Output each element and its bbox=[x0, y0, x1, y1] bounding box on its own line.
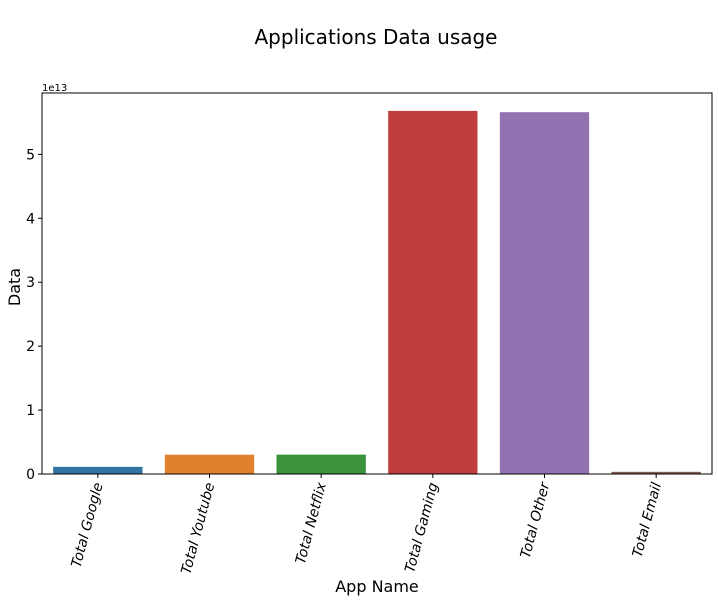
y-tick-label: 1 bbox=[26, 403, 35, 419]
y-tick-label: 5 bbox=[26, 147, 35, 163]
x-tick-label: Total Gaming bbox=[402, 481, 441, 575]
bar bbox=[611, 471, 701, 474]
x-tick-label: Total Google bbox=[69, 481, 107, 569]
plot-frame bbox=[41, 92, 713, 475]
y-tick-label: 0 bbox=[26, 467, 35, 483]
x-axis-ticks: Total Google Total Youtube Total Netflix To… bbox=[69, 474, 665, 576]
bar bbox=[388, 110, 478, 475]
bar bbox=[53, 466, 143, 474]
x-tick-label: Total Email bbox=[630, 481, 665, 559]
x-tick-label: Total Other bbox=[518, 480, 554, 560]
x-tick-label: Total Youtube bbox=[179, 481, 219, 576]
y-tick-label: 4 bbox=[26, 211, 35, 227]
bar bbox=[499, 112, 590, 474]
x-axis-label: App Name bbox=[335, 577, 419, 596]
bar bbox=[276, 454, 366, 474]
y-axis-label: Data bbox=[5, 268, 24, 306]
bar bbox=[164, 454, 255, 474]
y-axis-offset-text: 1e13 bbox=[42, 83, 67, 94]
y-tick-label: 3 bbox=[26, 275, 35, 291]
y-axis-ticks: 0 1 2 3 4 5 bbox=[26, 147, 42, 483]
bars-group bbox=[53, 110, 701, 475]
chart-title: Applications Data usage bbox=[255, 25, 498, 49]
y-tick-label: 2 bbox=[26, 339, 35, 355]
x-tick-label: Total Netflix bbox=[293, 480, 330, 566]
